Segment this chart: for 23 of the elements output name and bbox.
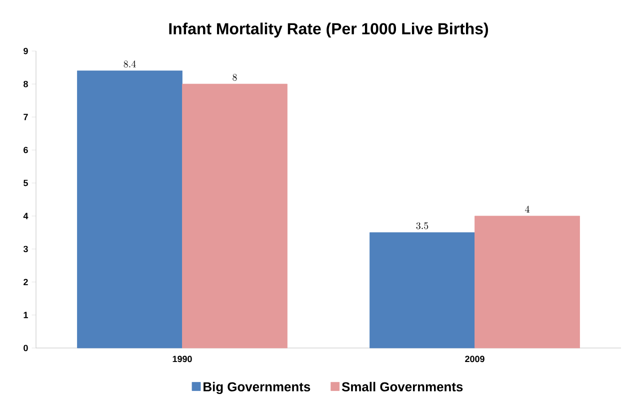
data-label: 8.4	[124, 60, 136, 68]
bar	[370, 232, 475, 348]
y-tick-label: 8	[24, 80, 28, 88]
y-tick-label: 2	[24, 278, 28, 286]
bar	[474, 216, 580, 348]
bar	[182, 84, 288, 348]
legend-label: Small Governments	[342, 382, 463, 392]
y-tick-label: 6	[24, 146, 28, 154]
x-tick-label: 1990	[172, 356, 192, 362]
y-tick-label: 9	[24, 48, 28, 54]
y-tick-label: 1	[24, 312, 28, 318]
y-tick-label: 5	[24, 180, 28, 186]
y-tick-label: 0	[24, 344, 28, 352]
y-tick-label: 4	[23, 212, 28, 220]
data-label: 8	[232, 74, 237, 81]
data-label: 4	[525, 206, 530, 212]
data-label: 3.5	[416, 222, 428, 230]
x-tick-label: 2009	[465, 356, 484, 362]
y-tick-label: 7	[24, 114, 28, 120]
y-tick-label: 3	[23, 246, 28, 252]
legend-label: Big Governments	[204, 382, 310, 394]
chart-title: Infant Mortality Rate (Per 1000 Live Births)	[169, 22, 488, 38]
bar	[77, 70, 182, 348]
